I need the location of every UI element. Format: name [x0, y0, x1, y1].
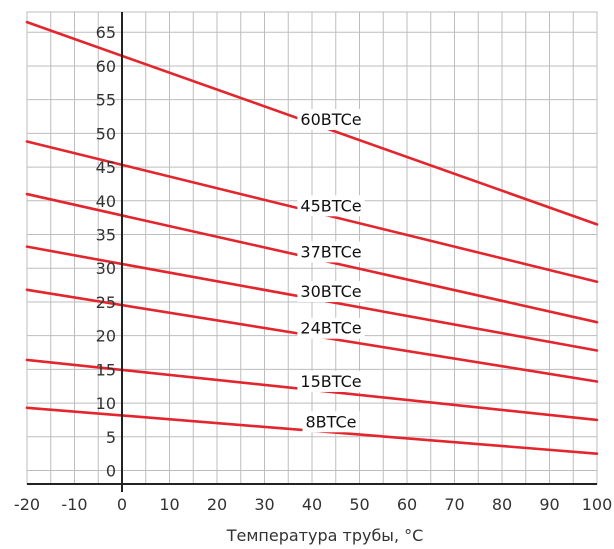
series-label-background: [297, 370, 365, 392]
series-label-15BTCe: 15BTCe: [300, 372, 361, 391]
series-label-8BTCe: 8BTCe: [305, 412, 356, 431]
y-tick-label: 25: [96, 293, 116, 312]
x-tick-label: 100: [582, 495, 613, 514]
y-tick-label: 35: [96, 226, 116, 245]
series-label-background: [297, 317, 365, 339]
x-tick-label: -20: [14, 495, 40, 514]
x-tick-label: 20: [207, 495, 227, 514]
x-tick-label: 0: [117, 495, 127, 514]
y-tick-label: 60: [96, 57, 116, 76]
series-label-45BTCe: 45BTCe: [300, 196, 361, 215]
x-tick-label: 30: [254, 495, 274, 514]
x-tick-label: 80: [492, 495, 512, 514]
y-tick-label: 20: [96, 327, 116, 346]
x-axis-title: Температура трубы, °C: [226, 526, 424, 545]
series-label-24BTCe: 24BTCe: [300, 319, 361, 338]
x-tick-labels: -20 -10 0 10 20 30 40 50 60 70 80 90 100: [14, 495, 612, 514]
y-tick-label: 50: [96, 124, 116, 143]
y-tick-label: 15: [96, 360, 116, 379]
x-tick-label: 90: [539, 495, 559, 514]
x-tick-label: -10: [61, 495, 87, 514]
axes: [27, 12, 597, 492]
series-label-background: [297, 109, 365, 130]
series-label-30BTCe: 30BTCe: [300, 282, 361, 301]
x-tick-label: 70: [444, 495, 464, 514]
y-tick-labels: 0 5 10 15 20 25 30 35 40 45 50 55 60 65: [96, 23, 116, 480]
series-label-background: [297, 195, 365, 217]
series-label-37BTCe: 37BTCe: [300, 242, 361, 261]
series-label-background: [297, 281, 365, 303]
series-label-60BTCe: 60BTCe: [300, 110, 361, 129]
y-tick-label: 10: [96, 394, 116, 413]
y-tick-label: 0: [106, 462, 116, 481]
y-tick-label: 40: [96, 192, 116, 211]
y-tick-label: 55: [96, 91, 116, 110]
y-tick-label: 45: [96, 158, 116, 177]
series-label-background: [297, 241, 365, 263]
x-tick-label: 50: [349, 495, 369, 514]
y-tick-label: 65: [96, 23, 116, 42]
series-label-background: [302, 411, 360, 433]
y-tick-label: 5: [106, 428, 116, 447]
y-tick-label: 30: [96, 259, 116, 278]
x-tick-label: 40: [302, 495, 322, 514]
x-tick-label: 60: [397, 495, 417, 514]
x-tick-label: 10: [159, 495, 179, 514]
series-labels: 60BTCe 45BTCe 37BTCe 30BTCe 24BTCe 15BTCe 8BTC…: [297, 109, 365, 433]
